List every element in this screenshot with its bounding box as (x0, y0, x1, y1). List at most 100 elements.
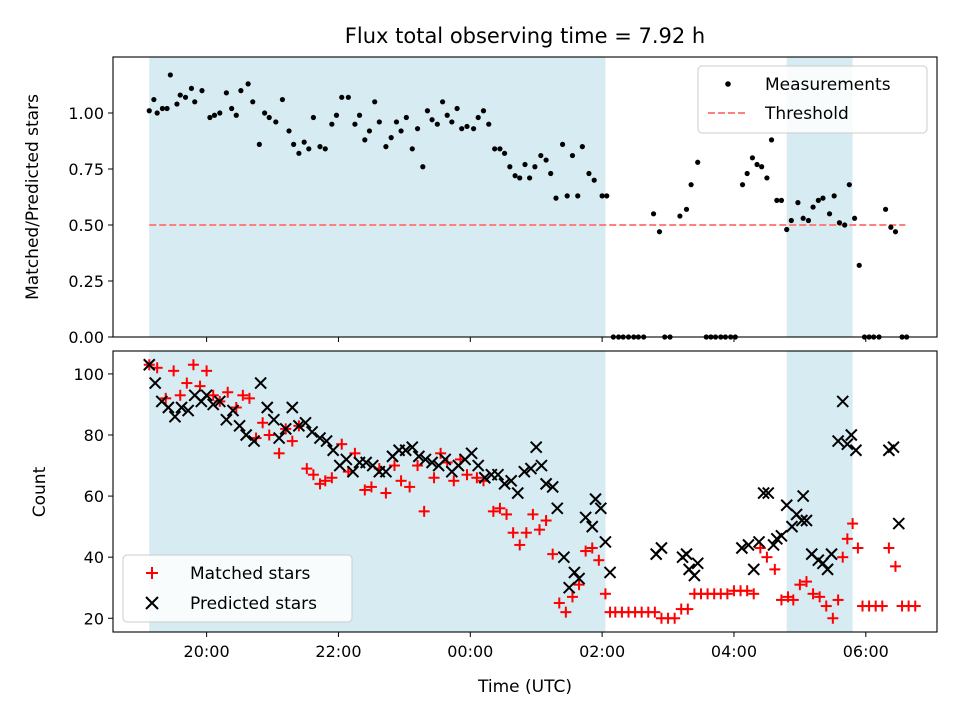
matched-star-point (404, 481, 416, 493)
matched-star-point (876, 600, 888, 612)
predicted-star-point (233, 419, 246, 433)
matched-star-point (807, 588, 819, 600)
predicted-star-point (579, 511, 592, 524)
predicted-star-point (529, 441, 543, 454)
measurement-point (764, 175, 770, 181)
measurement-point (207, 114, 213, 121)
matched-star-point (435, 447, 447, 459)
measurement-point (512, 173, 518, 179)
measurement-point (393, 119, 400, 125)
predicted-star-point (892, 517, 905, 530)
measurement-point (414, 126, 421, 132)
bottom-x-tick-label: 04:00 (711, 642, 757, 661)
predicted-star-point (599, 535, 612, 549)
bottom-x-tick-label: 22:00 (315, 642, 361, 661)
measurement-point (273, 119, 279, 125)
matched-star-point (301, 463, 313, 475)
measurement-point (362, 137, 368, 143)
measurement-point (429, 117, 435, 123)
measurement-point (449, 119, 455, 125)
measurement-point (174, 101, 180, 107)
measurement-point (852, 215, 858, 221)
measurement-point (778, 197, 785, 203)
matched-star-point (507, 527, 519, 539)
matched-star-point (380, 487, 392, 499)
matched-star-point (501, 508, 513, 520)
legend-threshold-label: Threshold (764, 104, 849, 124)
matched-star-point (566, 591, 578, 603)
predicted-star-point (796, 489, 810, 503)
predicted-star-point (168, 410, 182, 423)
top-shaded-interval (149, 57, 606, 337)
matched-star-point (326, 472, 338, 484)
matched-star-point (852, 542, 864, 554)
matched-star-point (800, 576, 812, 588)
predicted-star-point (572, 572, 586, 585)
predicted-star-point (655, 541, 668, 555)
measurement-point (882, 206, 889, 212)
measurement-point (454, 105, 460, 112)
legend-matched-marker (146, 567, 158, 579)
predicted-star-point (425, 456, 439, 469)
bottom-y-tick-label: 20 (84, 609, 104, 628)
predicted-star-point (511, 486, 524, 500)
measurement-point (559, 141, 566, 147)
predicted-star-point (742, 538, 755, 552)
measurement-point (815, 197, 821, 203)
measurement-point (826, 211, 833, 217)
measurement-point (564, 193, 570, 199)
predicted-star-point (239, 428, 253, 442)
predicted-star-point (557, 550, 571, 564)
measurement-point (329, 121, 335, 127)
measurement-point (846, 182, 852, 188)
measurement-point (151, 96, 157, 103)
predicted-star-point (213, 395, 226, 408)
measurement-point (754, 161, 760, 168)
measurement-point (480, 108, 487, 114)
predicted-star-point (688, 569, 701, 582)
matched-star-point (761, 551, 773, 563)
matched-star-point (847, 518, 859, 530)
measurement-point (683, 206, 690, 212)
matched-star-point (487, 505, 499, 517)
measurement-point (677, 213, 683, 219)
matched-star-point (775, 594, 787, 606)
top-y-axis: 0.00 0.25 0.50 0.75 1.00 (68, 104, 113, 347)
matched-star-point (461, 469, 473, 481)
predicted-star-point (340, 453, 353, 466)
bottom-y-tick-label: 60 (84, 487, 104, 506)
measurement-point (795, 200, 801, 206)
predicted-star-point (603, 566, 617, 579)
matched-star-point (365, 481, 377, 493)
matched-star-point (787, 594, 799, 606)
measurement-point (159, 105, 166, 112)
predicted-star-point (148, 376, 162, 390)
measurement-point (548, 170, 554, 177)
measurement-point (553, 195, 559, 201)
predicted-star-point (359, 456, 373, 469)
measurement-point (238, 88, 244, 94)
measurement-point (749, 155, 756, 161)
measurement-point (229, 105, 235, 112)
predicted-star-point (836, 395, 849, 408)
predicted-star-point (589, 492, 602, 506)
predicted-star-point (379, 465, 393, 478)
measurement-point (575, 193, 581, 199)
measurement-point (497, 146, 503, 152)
measurement-point (527, 175, 533, 181)
legend-predicted-marker (145, 596, 159, 610)
predicted-star-point (175, 401, 188, 414)
top-y-tick-label: 0.75 (68, 160, 104, 179)
matched-star-point (669, 612, 681, 624)
measurement-point (424, 108, 431, 114)
measurement-point (501, 150, 508, 156)
matched-star-point (741, 585, 753, 597)
measurement-point (199, 88, 205, 94)
measurement-point (464, 123, 470, 130)
matched-star-point (534, 524, 546, 536)
predicted-star-point (181, 404, 195, 417)
predicted-star-point (162, 401, 175, 414)
predicted-star-point (220, 413, 233, 426)
predicted-star-point (399, 444, 412, 457)
